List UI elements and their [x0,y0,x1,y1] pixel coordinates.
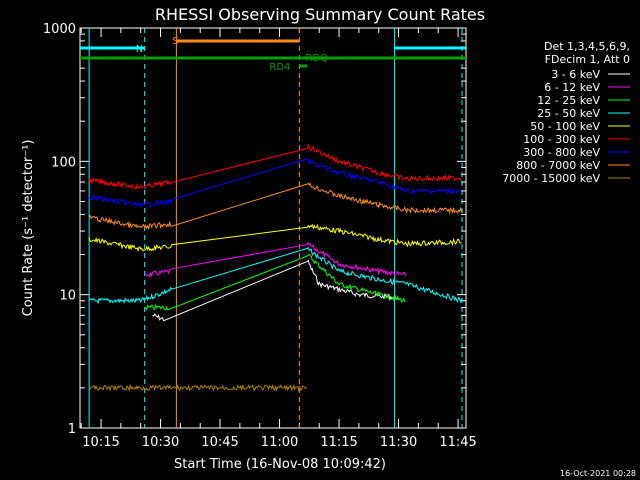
series-line [88,157,462,209]
x-tick-label: 10:30 [142,435,179,450]
footer-date: 16-Oct-2021 00:28 [560,469,636,478]
x-tick-label: 11:45 [439,435,476,450]
legend-label: 3 - 6 keV [551,68,600,81]
legend-header-line-2: FDecim 1, Att 0 [545,53,630,66]
legend-label: 300 - 800 keV [523,146,600,159]
x-tick-label: 11:00 [261,435,298,450]
n-flag-label: N [136,44,143,55]
x-tick-label: 10:15 [82,435,119,450]
series-line [88,383,308,393]
series-line [144,253,406,311]
legend-label: 12 - 25 keV [537,94,600,107]
x-tick-label: 10:45 [201,435,238,450]
series-line [152,259,399,322]
y-axis-label: Count Rate (s⁻¹ detector⁻¹) [21,140,36,317]
legend-header-line-1: Det 1,3,4,5,6,9, [544,40,630,53]
series-line [88,223,462,253]
legend-label: 100 - 300 keV [523,133,600,146]
series-line [88,182,462,231]
series-group [88,143,462,393]
series-line [88,143,462,190]
rdq-flag-label: RDQ [305,53,328,64]
legend-label: 25 - 50 keV [537,107,600,120]
legend-label: 800 - 7000 keV [516,159,600,172]
y-tick-label: 1 [68,422,76,437]
x-tick-label: 11:30 [380,435,417,450]
x-tick-label: 11:15 [320,435,357,450]
chart-title: RHESSI Observing Summary Count Rates [155,5,485,24]
legend-label: 6 - 12 keV [544,81,600,94]
rd4-flag-label: RD4 [269,62,290,73]
legend-label: 7000 - 15000 keV [502,172,600,185]
y-tick-label: 100 [51,155,76,170]
series-line [88,246,462,305]
s-flag-label: S [172,36,178,47]
series-line [144,241,407,278]
plot-frame [79,27,467,429]
legend-label: 50 - 100 keV [530,120,600,133]
y-tick-label: 1000 [43,22,76,37]
y-tick-label: 10 [59,289,76,304]
x-axis-label: Start Time (16-Nov-08 10:09:42) [174,457,386,472]
